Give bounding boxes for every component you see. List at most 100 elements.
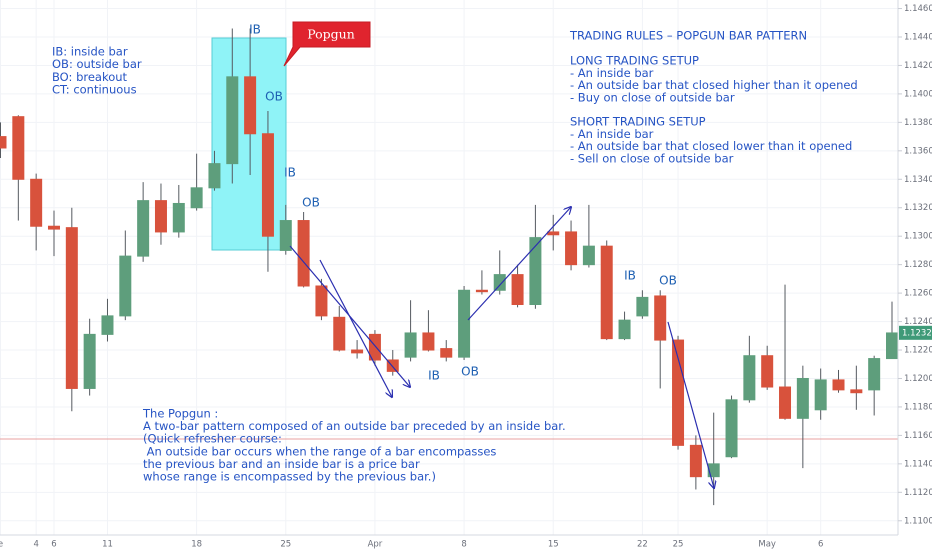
pattern-label: IB (284, 166, 296, 180)
candle-body (600, 245, 613, 340)
y-tick-label: 1.14600 (904, 4, 932, 14)
x-tick-label: 6 (51, 540, 56, 550)
candle-body (261, 133, 274, 237)
candle-body (707, 463, 720, 478)
y-tick-label: 1.13800 (904, 118, 932, 128)
candle-body (493, 274, 506, 291)
x-tick-label: Apr (368, 540, 383, 550)
rules-item: - An inside bar (570, 127, 654, 141)
candle-body (654, 295, 667, 341)
candle-body (47, 225, 60, 230)
candle-body (868, 358, 881, 391)
candle-body (0, 136, 7, 149)
rules-title: TRADING RULES – POPGUN BAR PATTERN (569, 29, 807, 43)
y-tick-label: 1.12200 (904, 346, 932, 356)
candle-body (154, 200, 167, 233)
x-tick-label: 22 (637, 540, 648, 550)
glossary-line: IB: inside bar (52, 45, 128, 59)
y-tick-label: 1.14000 (904, 89, 932, 99)
candle-body (796, 377, 809, 419)
y-tick-label: 1.14200 (904, 61, 932, 71)
candle-body (689, 444, 702, 478)
labels: 1.11000 1.11200 1.11400 1.11600 1.11800 1.120… (0, 4, 932, 550)
rules-heading: SHORT TRADING SETUP (570, 115, 706, 129)
arrow (667, 321, 714, 488)
candle-body (137, 200, 150, 257)
candle-body (850, 389, 863, 394)
pattern-box (211, 37, 287, 251)
x-tick-label: 6 (818, 540, 823, 550)
callout: Popgun (283, 21, 371, 67)
x-tick-label: May (758, 540, 776, 550)
y-tick-label: 1.11600 (904, 431, 932, 441)
candle-body (244, 76, 257, 135)
candle-body (475, 289, 488, 293)
candle-body (743, 355, 756, 401)
candle-body (279, 220, 292, 251)
y-tick-label: 1.12800 (904, 260, 932, 270)
note-line: The Popgun : (142, 407, 218, 421)
note-line: A two-bar pattern composed of an outside… (143, 419, 566, 433)
candle-body (832, 379, 845, 391)
rules-item: - Buy on close of outside bar (570, 90, 735, 104)
x-tick-label: 11 (102, 540, 113, 550)
pattern-label: OB (659, 274, 677, 288)
candle-body (30, 178, 43, 227)
y-tick-label: 1.13200 (904, 203, 932, 213)
candle-body (119, 255, 132, 317)
candle-body (725, 399, 738, 458)
note-line: whose range is encompassed by the previo… (143, 470, 436, 484)
candle-body (315, 285, 328, 317)
y-tick-label: 1.12000 (904, 374, 932, 384)
arrow (467, 207, 571, 321)
rules-item: - Sell on close of outside bar (570, 151, 734, 165)
y-tick-label: 1.12600 (904, 289, 932, 299)
y-tick-label: 1.13600 (904, 146, 932, 156)
pattern-label: OB (265, 90, 283, 104)
pattern-label: OB (302, 196, 320, 210)
y-tick-label: 1.12400 (904, 317, 932, 327)
candles (0, 28, 898, 506)
arrows (289, 207, 714, 488)
candle-body (511, 274, 524, 305)
y-tick-label: 1.13400 (904, 175, 932, 185)
candle-body (886, 332, 898, 360)
rules-item: - An outside bar that closed lower than … (570, 139, 852, 153)
last-price-box (899, 325, 932, 340)
candle-body (636, 296, 649, 317)
note-line: An outside bar occurs when the range of … (143, 444, 496, 458)
y-tick-label: 1.11800 (904, 402, 932, 412)
y-tick-label: 1.11000 (904, 516, 932, 526)
arrow (319, 259, 392, 397)
pattern-label: IB (624, 269, 636, 283)
candle-body (297, 220, 310, 287)
candle-body (814, 379, 827, 411)
note-line: the previous bar and an inside bar is a … (143, 457, 420, 471)
candle-body (226, 76, 239, 165)
x-tick-label: 8 (461, 540, 466, 550)
candle-body (83, 333, 96, 389)
candle-body (208, 163, 221, 189)
candle-body (547, 231, 560, 236)
rules-heading: LONG TRADING SETUP (570, 54, 699, 68)
x-tick-label: e (0, 540, 3, 550)
y-tick-label: 1.11400 (904, 459, 932, 469)
rules-item: - An inside bar (570, 66, 654, 80)
candle-body (65, 227, 78, 389)
candle-body (172, 202, 185, 233)
candle-body (333, 316, 346, 351)
y-tick-label: 1.14400 (904, 32, 932, 42)
x-tick-label: 15 (548, 540, 559, 550)
candle-body (529, 237, 542, 305)
x-tick-label: 4 (33, 540, 38, 550)
callout-box (283, 21, 371, 67)
pattern-label: IB (428, 369, 440, 383)
candle-body (761, 355, 774, 388)
y-tick-label: 1.13000 (904, 232, 932, 242)
candle-body (779, 386, 792, 419)
glossary-line: OB: outside bar (52, 57, 142, 71)
candle-body (672, 339, 685, 446)
candle-body (404, 332, 417, 358)
